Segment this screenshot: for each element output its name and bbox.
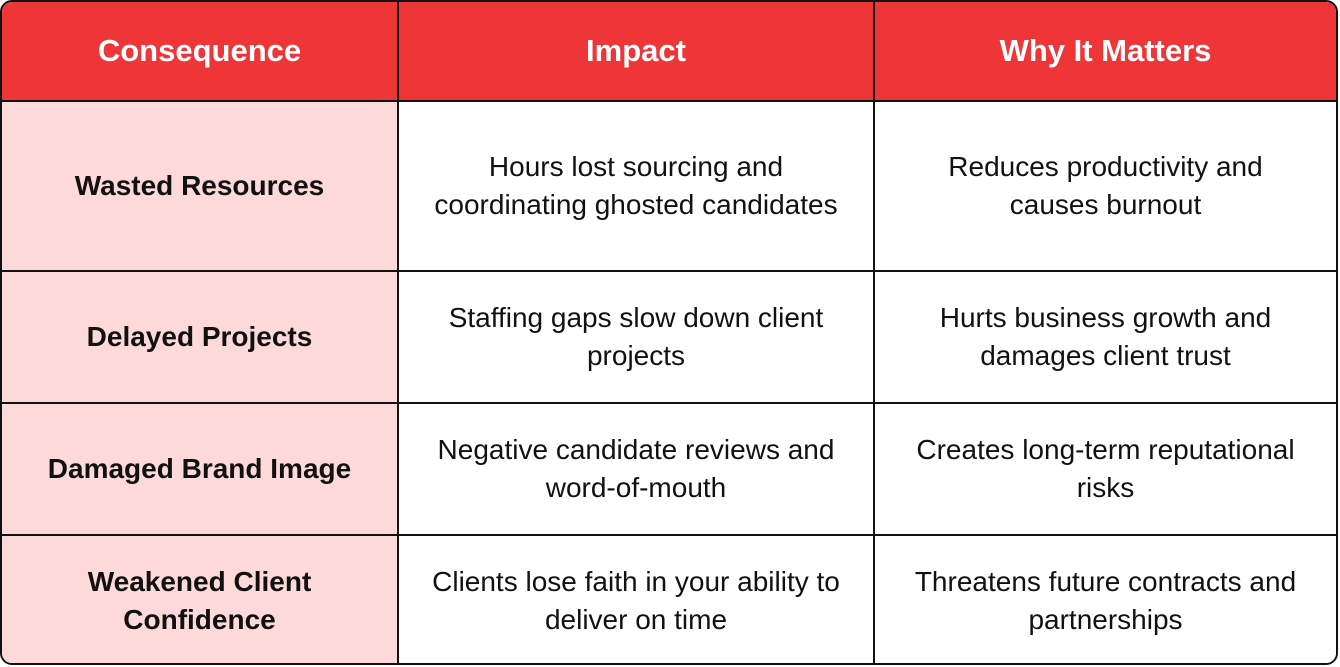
consequence-cell: Damaged Brand Image: [2, 402, 399, 536]
table-row: Wasted Resources Hours lost sourcing and…: [2, 100, 1336, 272]
consequence-cell: Delayed Projects: [2, 270, 399, 404]
impact-cell: Staffing gaps slow down client projects: [397, 270, 875, 404]
impact-cell: Clients lose faith in your ability to de…: [397, 534, 875, 663]
header-why-it-matters: Why It Matters: [873, 2, 1336, 102]
impact-cell: Negative candidate reviews and word-of-m…: [397, 402, 875, 536]
table-row: Damaged Brand Image Negative candidate r…: [2, 402, 1336, 536]
table-row: Delayed Projects Staffing gaps slow down…: [2, 270, 1336, 404]
why-cell: Hurts business growth and damages client…: [873, 270, 1336, 404]
impact-cell: Hours lost sourcing and coordinating gho…: [397, 100, 875, 272]
why-cell: Creates long-term reputational risks: [873, 402, 1336, 536]
header-impact: Impact: [397, 2, 875, 102]
header-consequence: Consequence: [2, 2, 399, 102]
why-cell: Threatens future contracts and partnersh…: [873, 534, 1336, 663]
table-row: Weakened Client Confidence Clients lose …: [2, 534, 1336, 663]
consequence-cell: Weakened Client Confidence: [2, 534, 399, 663]
header-row: Consequence Impact Why It Matters: [2, 2, 1336, 102]
why-cell: Reduces productivity and causes burnout: [873, 100, 1336, 272]
consequence-cell: Wasted Resources: [2, 100, 399, 272]
